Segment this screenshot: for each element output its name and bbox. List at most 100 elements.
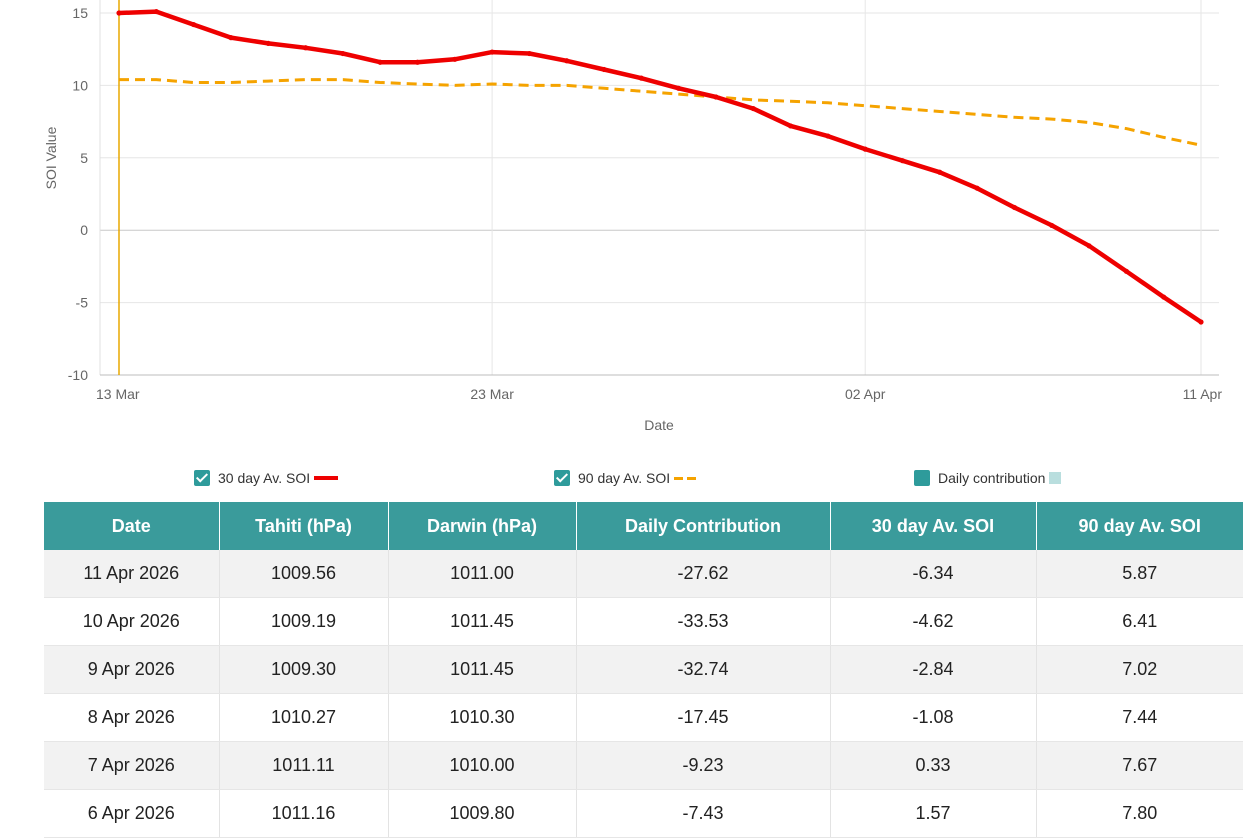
cell-darwin: 1011.45 bbox=[388, 645, 577, 694]
table-row: 8 Apr 2026 1010.27 1010.30 -17.45 -1.08 … bbox=[44, 693, 1243, 742]
legend-30day[interactable]: 30 day Av. SOI bbox=[194, 470, 339, 486]
y-tick-label: -10 bbox=[68, 367, 88, 383]
series-30day-point bbox=[564, 58, 570, 64]
solid-line-swatch-icon bbox=[314, 476, 339, 480]
series-30day-point bbox=[414, 59, 421, 65]
series-30day-point bbox=[899, 158, 906, 164]
series-30day-point bbox=[974, 185, 980, 191]
series-30day-point bbox=[228, 35, 234, 41]
cell-90day-soi: 7.02 bbox=[1036, 645, 1243, 694]
x-tick-label: 11 Apr bbox=[1183, 386, 1223, 402]
cell-date: 8 Apr 2026 bbox=[44, 693, 220, 742]
chart-axes: 15 10 5 0 -5 -10 13 Mar 23 Mar 02 Apr 11 Apr bbox=[68, 0, 1223, 402]
series-30day-point bbox=[489, 49, 495, 55]
series-30day-point bbox=[1086, 243, 1092, 249]
y-tick-label: -5 bbox=[76, 295, 89, 311]
header-darwin[interactable]: Darwin (hPa) bbox=[388, 502, 577, 550]
cell-darwin: 1010.30 bbox=[388, 693, 577, 742]
cell-tahiti: 1011.11 bbox=[219, 741, 389, 790]
cell-daily-contribution: -27.62 bbox=[576, 550, 831, 598]
cell-daily-contribution: -7.43 bbox=[576, 789, 831, 838]
series-30day-point bbox=[1011, 204, 1018, 211]
y-tick-label: 15 bbox=[72, 5, 88, 21]
table-header-row: Date Tahiti (hPa) Darwin (hPa) Daily Con… bbox=[44, 502, 1243, 550]
series-90day-line bbox=[119, 78, 1202, 147]
cell-daily-contribution: -9.23 bbox=[576, 741, 831, 790]
series-30day-point bbox=[452, 56, 458, 62]
series-30day-point bbox=[1049, 222, 1055, 229]
cell-30day-soi: -2.84 bbox=[830, 645, 1037, 694]
cell-90day-soi: 5.87 bbox=[1036, 550, 1243, 598]
cell-date: 6 Apr 2026 bbox=[44, 789, 220, 838]
table-row: 7 Apr 2026 1011.11 1010.00 -9.23 0.33 7.… bbox=[44, 741, 1243, 790]
series-30day-point bbox=[750, 105, 756, 112]
series-30day-point bbox=[340, 50, 346, 57]
series-30day-point bbox=[265, 40, 271, 47]
chart-grid bbox=[100, 0, 1219, 376]
cell-tahiti: 1011.16 bbox=[219, 789, 389, 838]
header-90day-soi[interactable]: 90 day Av. SOI bbox=[1036, 502, 1243, 550]
series-30day-point bbox=[601, 66, 607, 73]
series-30day-point bbox=[638, 75, 644, 81]
header-date[interactable]: Date bbox=[44, 502, 220, 550]
cell-90day-soi: 7.67 bbox=[1036, 741, 1243, 790]
series-30day-point bbox=[676, 85, 682, 91]
series-30day-point bbox=[302, 45, 309, 51]
legend-daily-contribution[interactable]: Daily contribution bbox=[914, 470, 1062, 486]
checkbox-unchecked-icon[interactable] bbox=[914, 470, 930, 486]
cell-90day-soi: 7.80 bbox=[1036, 789, 1243, 838]
cell-darwin: 1011.00 bbox=[388, 550, 577, 598]
cell-daily-contribution: -32.74 bbox=[576, 645, 831, 694]
legend-90day[interactable]: 90 day Av. SOI bbox=[554, 470, 701, 486]
header-30day-soi[interactable]: 30 day Av. SOI bbox=[830, 502, 1037, 550]
cell-date: 7 Apr 2026 bbox=[44, 741, 220, 790]
series-30day-point bbox=[713, 94, 719, 100]
checkbox-checked-icon[interactable] bbox=[554, 470, 570, 486]
cell-tahiti: 1010.27 bbox=[219, 693, 389, 742]
cell-darwin: 1009.80 bbox=[388, 789, 577, 838]
checkbox-checked-icon[interactable] bbox=[194, 470, 210, 486]
cell-date: 9 Apr 2026 bbox=[44, 645, 220, 694]
y-tick-label: 5 bbox=[80, 150, 88, 166]
series-30day-point bbox=[526, 50, 533, 57]
cell-tahiti: 1009.30 bbox=[219, 645, 389, 694]
cell-darwin: 1010.00 bbox=[388, 741, 577, 790]
chart-series bbox=[116, 0, 1204, 375]
y-tick-label: 0 bbox=[80, 222, 88, 238]
table-row: 11 Apr 2026 1009.56 1011.00 -27.62 -6.34… bbox=[44, 550, 1243, 598]
series-30day-point bbox=[937, 169, 943, 175]
series-30day-point bbox=[191, 21, 197, 28]
table-row: 9 Apr 2026 1009.30 1011.45 -32.74 -2.84 … bbox=[44, 645, 1243, 694]
series-30day-point bbox=[153, 8, 159, 15]
cell-daily-contribution: -33.53 bbox=[576, 597, 831, 646]
series-30day-point bbox=[1161, 294, 1167, 300]
cell-daily-contribution: -17.45 bbox=[576, 693, 831, 742]
soi-data-table: Date Tahiti (hPa) Darwin (hPa) Daily Con… bbox=[44, 502, 1243, 838]
legend-label-30day: 30 day Av. SOI bbox=[218, 470, 311, 486]
cell-30day-soi: -1.08 bbox=[830, 693, 1037, 742]
x-tick-label: 02 Apr bbox=[845, 386, 886, 402]
header-tahiti[interactable]: Tahiti (hPa) bbox=[219, 502, 389, 550]
series-30day-point bbox=[825, 133, 831, 139]
legend-label-daily: Daily contribution bbox=[938, 470, 1046, 486]
series-30day-point bbox=[377, 59, 383, 65]
cell-90day-soi: 6.41 bbox=[1036, 597, 1243, 646]
cell-30day-soi: -6.34 bbox=[830, 550, 1037, 598]
cell-tahiti: 1009.56 bbox=[219, 550, 389, 598]
series-30day-line bbox=[116, 9, 1204, 325]
cell-date: 10 Apr 2026 bbox=[44, 597, 220, 646]
bar-swatch-icon bbox=[1049, 472, 1062, 484]
series-30day-point bbox=[787, 123, 794, 129]
header-daily-contribution[interactable]: Daily Contribution bbox=[576, 502, 831, 550]
cell-30day-soi: 1.57 bbox=[830, 789, 1037, 838]
cell-30day-soi: -4.62 bbox=[830, 597, 1037, 646]
x-tick-label: 23 Mar bbox=[470, 386, 514, 402]
y-axis-title: SOI Value bbox=[43, 126, 59, 189]
y-tick-label: 10 bbox=[72, 77, 88, 93]
series-30day-point bbox=[862, 146, 868, 152]
chart-legend: 30 day Av. SOI 90 day Av. SOI Daily cont… bbox=[0, 470, 1252, 494]
dashed-line-swatch-icon bbox=[674, 476, 701, 480]
cell-30day-soi: 0.33 bbox=[830, 741, 1037, 790]
soi-line-chart: 15 10 5 0 -5 -10 13 Mar 23 Mar 02 Apr 11 Apr SOI … bbox=[43, 0, 1223, 433]
cell-date: 11 Apr 2026 bbox=[44, 550, 220, 598]
